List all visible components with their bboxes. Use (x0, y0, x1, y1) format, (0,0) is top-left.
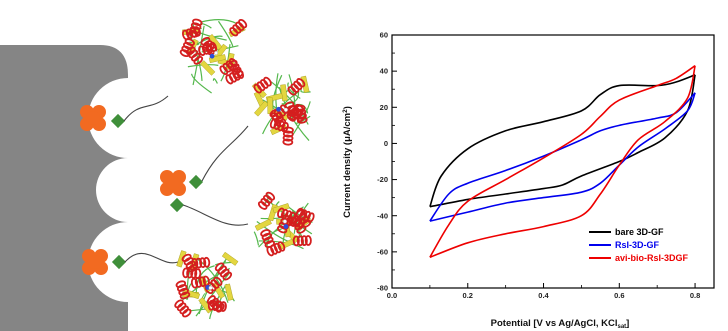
legend-label: RsI-3D-GF (615, 240, 660, 250)
y-tick-label: -20 (377, 175, 388, 184)
y-tick-label: 0 (384, 139, 388, 148)
x-axis-label-subscript: sat (618, 324, 627, 330)
protein-group (174, 18, 315, 320)
biotin-bottom (111, 254, 127, 270)
x-axis-label: Potential [V vs Ag/AgCl, KClsat] (491, 318, 630, 330)
y-axis-label: Current density (μA/cm2) (342, 106, 353, 218)
x-axis-label-close: ] (626, 318, 629, 329)
linker-middle (160, 170, 186, 196)
series-line-bare-3d-gf-forward (429, 74, 696, 207)
y-tick-label: 40 (380, 67, 388, 76)
x-tick-label: 0.6 (614, 291, 624, 300)
y-tick-label: -80 (377, 284, 388, 293)
y-axis-label-superscript: 2 (342, 109, 349, 113)
series-line-avi-bio-rsi-3dgf-reverse (429, 65, 696, 259)
y-tick-label: 60 (380, 31, 388, 40)
y-tick-label: -60 (377, 247, 388, 256)
immobilization-schematic (0, 18, 315, 331)
cv-chart: -80 -60 -40 -20 0 20 40 60 0.0 0.2 0.4 0.6 0.8 Curr… (342, 31, 715, 330)
plot-frame (391, 34, 715, 289)
legend-label: bare 3D-GF (615, 227, 664, 237)
y-axis: -80 -60 -40 -20 0 20 40 60 (377, 31, 397, 293)
tether-4 (124, 253, 179, 264)
y-tick-label: -40 (377, 211, 388, 220)
series-line-bare-3d-gf-reverse (429, 74, 696, 208)
series-group (429, 65, 696, 259)
protein-3 (253, 191, 315, 257)
protein-2 (251, 73, 311, 146)
series-line-rsi-3d-gf-forward (429, 92, 696, 222)
x-tick-label: 0.0 (387, 291, 397, 300)
linker-bottom (82, 249, 108, 275)
linker-top (80, 105, 106, 131)
legend: bare 3D-GF RsI-3D-GF avi-bio-RsI-3DGF (589, 227, 689, 263)
series-line-avi-bio-rsi-3dgf-forward (429, 65, 696, 258)
linker-group (80, 105, 204, 275)
electrode-surface (0, 45, 128, 331)
series-line-rsi-3d-gf-reverse (429, 92, 696, 222)
protein-1 (179, 18, 248, 94)
legend-label: avi-bio-RsI-3DGF (615, 253, 689, 263)
tether-group (123, 95, 249, 264)
protein-4 (174, 250, 239, 320)
biotin-middle-lower (169, 197, 185, 213)
x-tick-label: 0.2 (463, 291, 473, 300)
tether-3 (182, 204, 249, 226)
biotin-top (110, 113, 126, 129)
biotin-middle-right (188, 174, 204, 190)
tether-2 (201, 125, 249, 182)
y-tick-label: 20 (380, 103, 388, 112)
x-tick-label: 0.4 (538, 291, 549, 300)
tether-1 (123, 95, 169, 122)
y-axis-label-close: ) (342, 106, 353, 109)
x-axis: 0.0 0.2 0.4 0.6 0.8 (387, 283, 700, 300)
x-tick-label: 0.8 (690, 291, 700, 300)
